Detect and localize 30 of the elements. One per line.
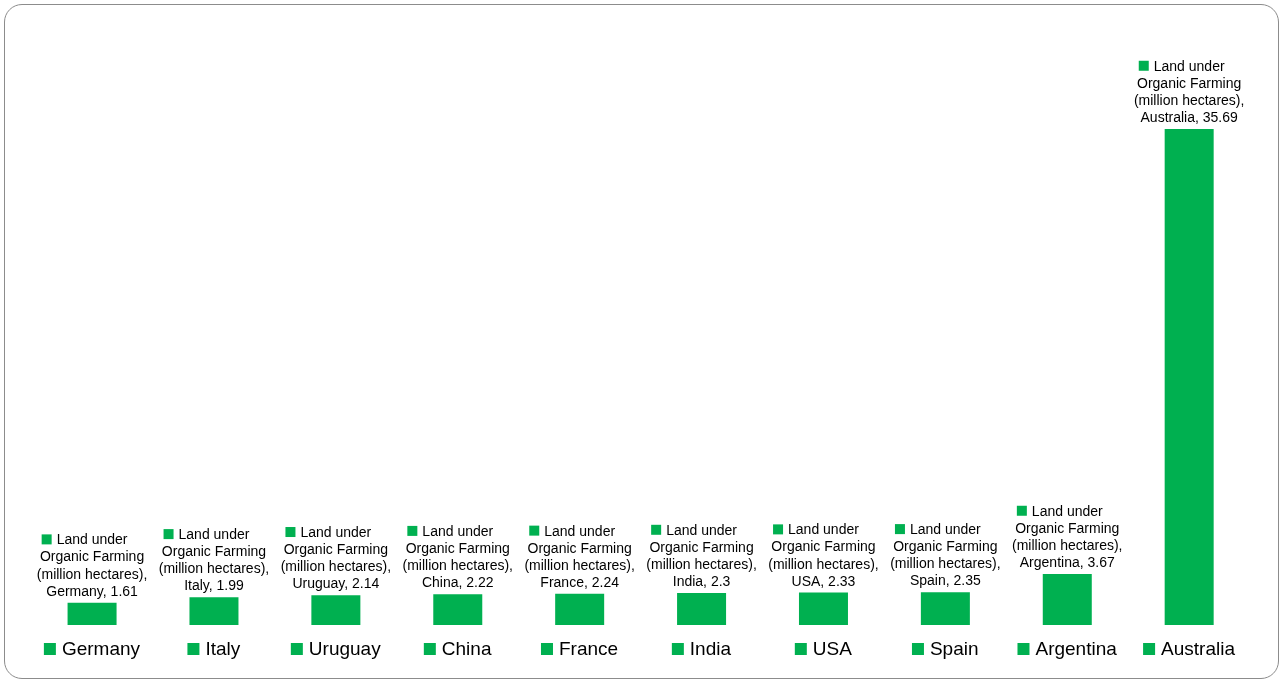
x-tick-label: Spain: [929, 638, 979, 659]
bar: [920, 592, 970, 625]
x-tick-label: Uruguay: [308, 638, 382, 659]
data-label: Land under Organic Farming (million hectares), Spain, 2.35: [890, 521, 1001, 589]
data-label: Land under Organic Farming (million hectares), USA, 2.33: [768, 521, 879, 589]
data-label: Land under Organic Farming (million hectares), Germany, 1.61: [36, 531, 148, 599]
bar: [189, 597, 239, 625]
data-label: Land under Organic Farming (million hectares), Australia, 35.69: [1133, 57, 1245, 125]
x-tick-label: India: [689, 638, 732, 659]
bar: [433, 594, 483, 625]
x-tick-label: USA: [812, 638, 853, 659]
data-label: Land under Organic Farming (million hectares), Uruguay, 2.14: [280, 524, 392, 592]
x-tick-label: China: [441, 638, 492, 659]
bar: [677, 593, 727, 625]
x-tick-label: Italy: [205, 638, 241, 659]
data-label: Land under Organic Farming (million hectares), Italy, 1.99: [158, 526, 270, 594]
bar: [67, 602, 117, 625]
bar: [311, 595, 361, 625]
x-tick-label: France: [558, 638, 619, 659]
x-tick-label: Australia: [1161, 638, 1236, 659]
bar: [798, 592, 848, 625]
x-tick-label: Germany: [61, 638, 141, 659]
bar: [555, 593, 605, 625]
x-tick-label: Argentina: [1035, 638, 1118, 659]
bar: [1164, 129, 1214, 625]
data-label: Land under Organic Farming (million hectares), Argentina, 3.67: [1012, 502, 1123, 570]
data-label: Land under Organic Farming (million hectares), France, 2.24: [524, 522, 635, 590]
bar: [1042, 574, 1092, 625]
data-label: Land under Organic Farming (million hectares), China, 2.22: [402, 522, 514, 591]
data-label: Land under Organic Farming (million hectares), India, 2.3: [646, 521, 757, 590]
